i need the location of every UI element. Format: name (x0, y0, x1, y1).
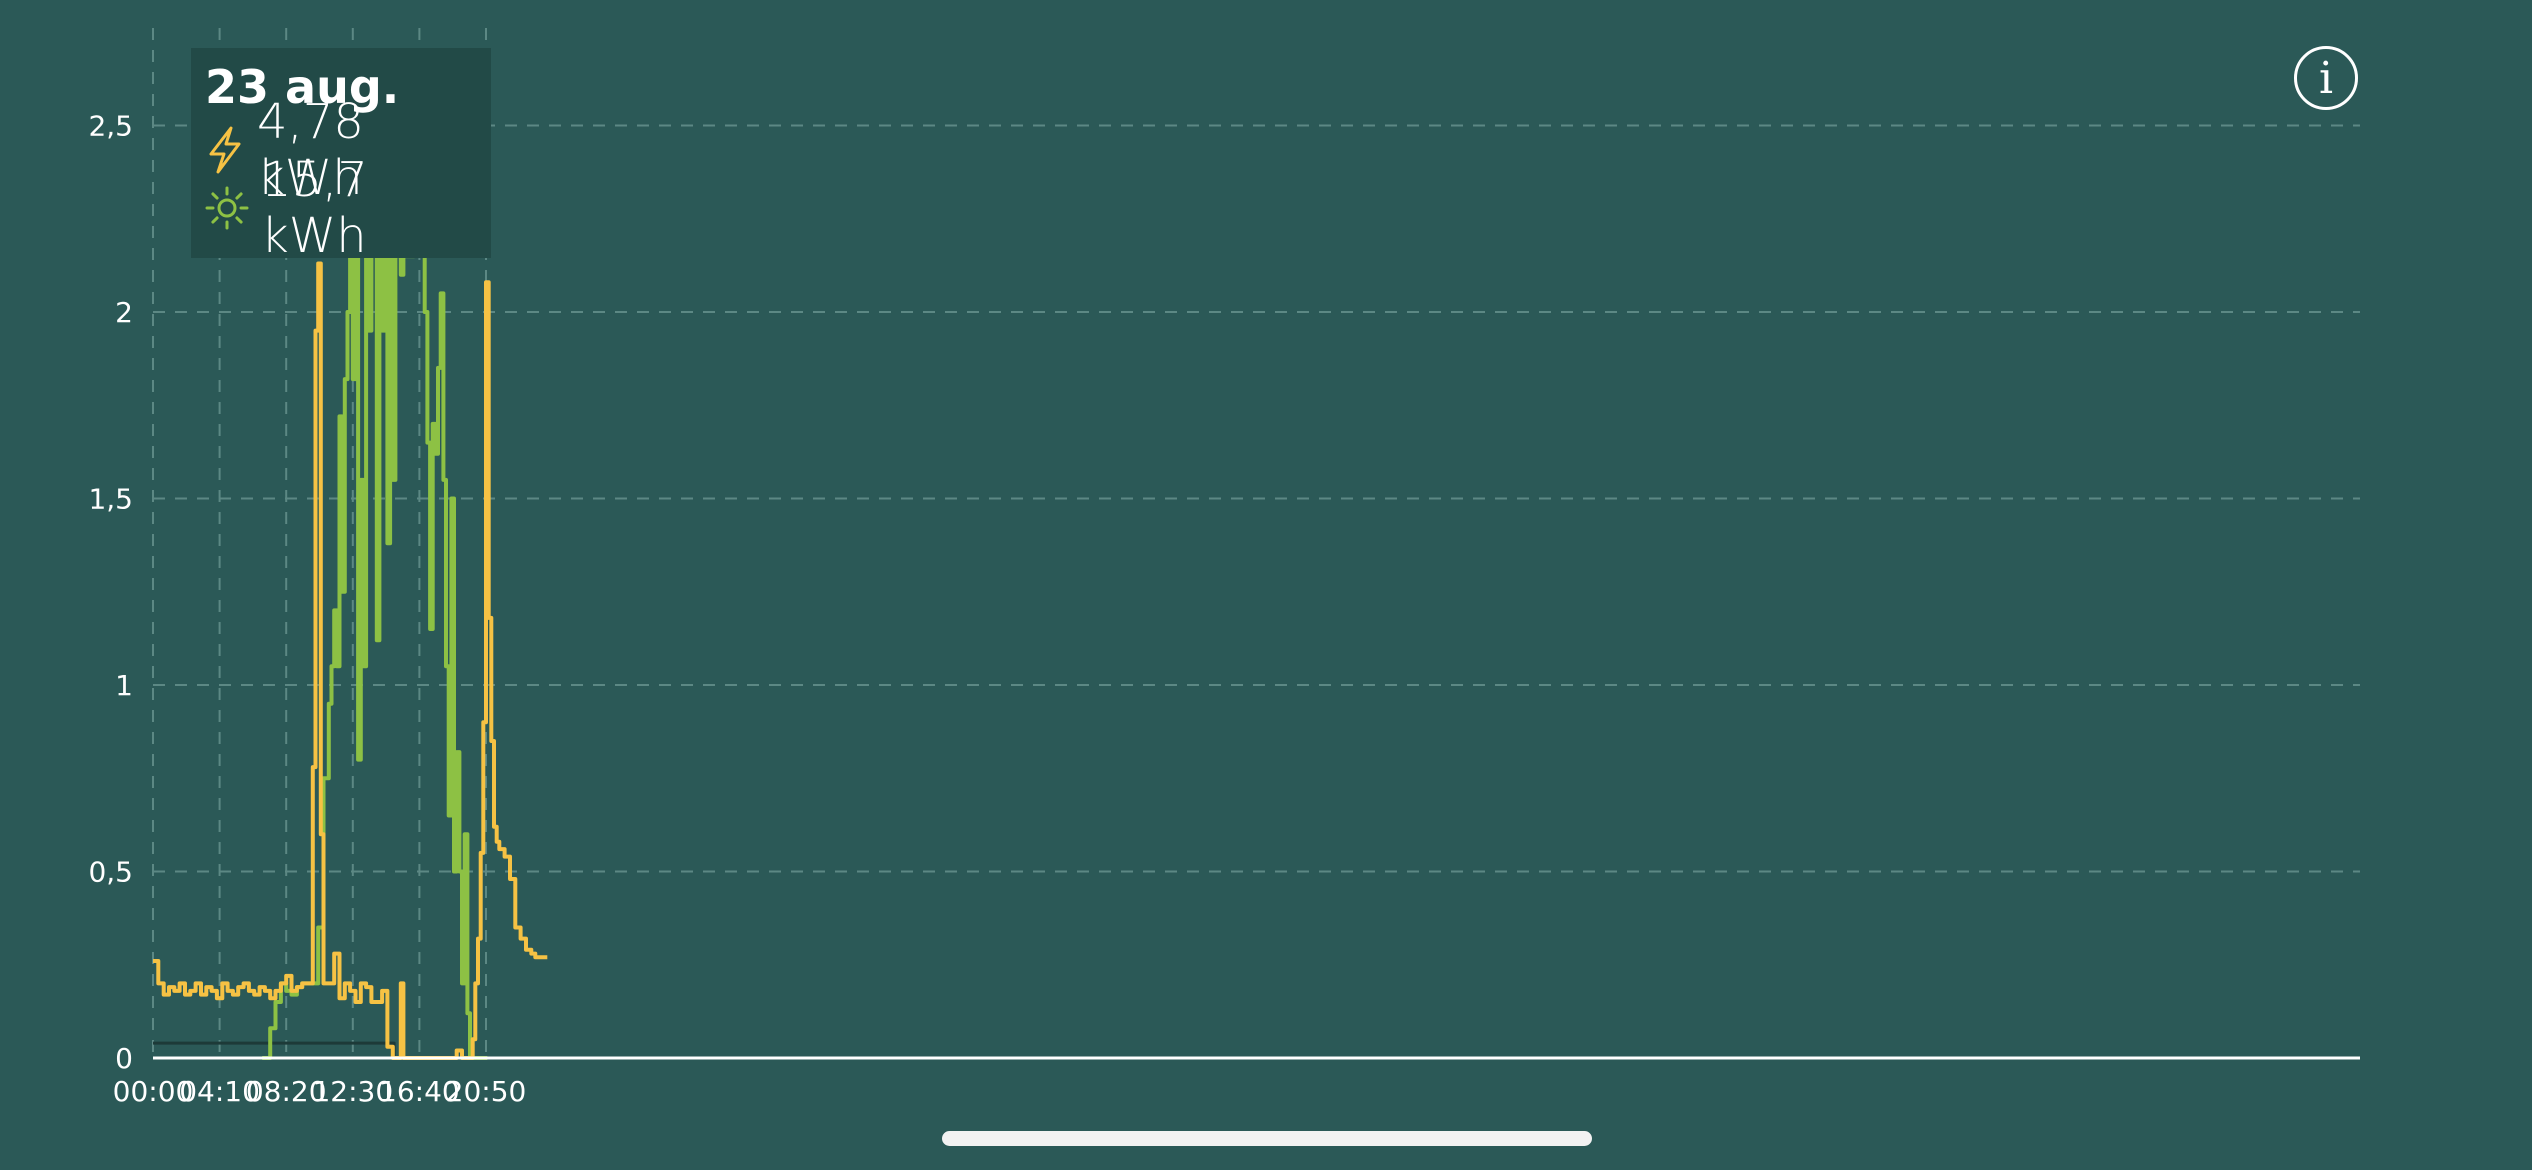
production-value: 15,7 kWh (261, 151, 368, 264)
y-tick-label: 1 (115, 669, 133, 702)
baseline-series-line (153, 1041, 548, 1060)
production-series-line (262, 160, 488, 1060)
x-tick-label: 20:50 (446, 1075, 527, 1108)
legend-consumption: 4,78 kWh (205, 94, 477, 206)
lightning-icon (209, 126, 241, 174)
info-icon: i (2318, 52, 2334, 104)
home-indicator[interactable] (942, 1131, 1592, 1146)
sun-icon (205, 186, 249, 230)
x-tick-label: 12:30 (312, 1075, 393, 1108)
legend-date: 23 aug. (205, 60, 400, 114)
legend: 23 aug. 4,78 kWh 15,7 kWh (191, 48, 491, 264)
x-axis-ticks: 00:00 04:10 08:20 12:30 16:40 20:50 (113, 1075, 527, 1108)
consumption-value: 4,78 kWh (257, 93, 364, 206)
y-tick-label: 0,5 (88, 856, 133, 889)
x-tick-label: 04:10 (179, 1075, 260, 1108)
y-axis-ticks: 0 0,5 1 1,5 2 2,5 (88, 110, 133, 1076)
y-tick-label: 0 (115, 1042, 133, 1075)
x-tick-label: 08:20 (246, 1075, 327, 1108)
y-tick-label: 2 (115, 296, 133, 329)
y-tick-label: 1,5 (88, 483, 133, 516)
x-tick-label: 16:40 (379, 1075, 460, 1108)
series-layer (153, 160, 548, 1060)
info-button[interactable]: i (2294, 46, 2358, 110)
legend-production: 15,7 kWh (205, 152, 477, 264)
y-tick-label: 2,5 (88, 110, 133, 143)
x-tick-label: 00:00 (113, 1075, 194, 1108)
consumption-series-line (153, 261, 548, 1060)
